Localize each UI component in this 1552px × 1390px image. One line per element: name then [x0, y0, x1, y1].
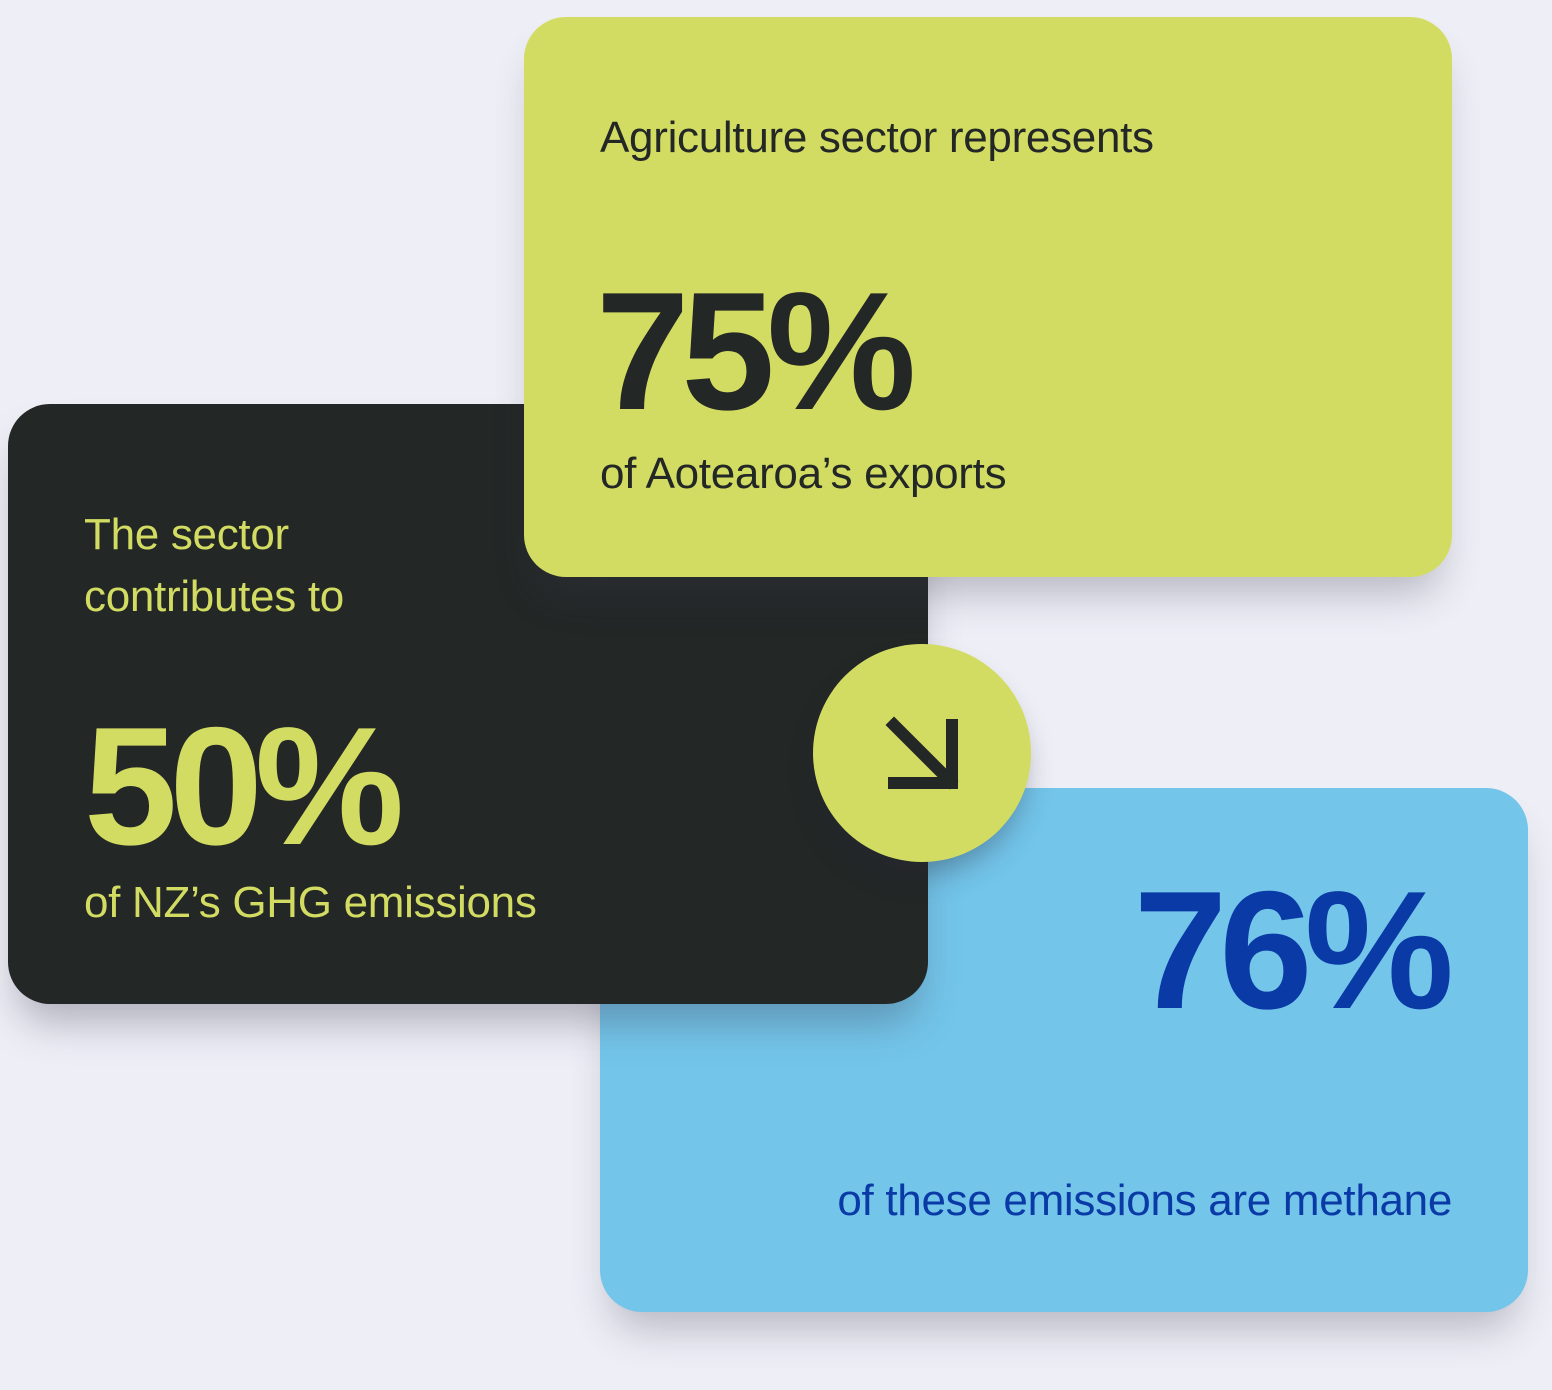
emissions-intro: The sector contributes to	[84, 510, 344, 621]
arrow-down-right-icon	[885, 716, 959, 790]
arrow-badge	[813, 644, 1031, 862]
methane-stat: 76%	[1133, 856, 1454, 1044]
exports-caption: of Aotearoa’s exports	[600, 449, 1007, 498]
exports-stat: 75%	[596, 257, 916, 445]
emissions-caption: of NZ’s GHG emissions	[84, 878, 537, 927]
emissions-stat: 50%	[84, 692, 404, 880]
exports-card: Agriculture sector represents 75% of Aot…	[524, 17, 1452, 577]
exports-intro: Agriculture sector represents	[600, 113, 1154, 162]
methane-caption: of these emissions are methane	[837, 1176, 1452, 1225]
